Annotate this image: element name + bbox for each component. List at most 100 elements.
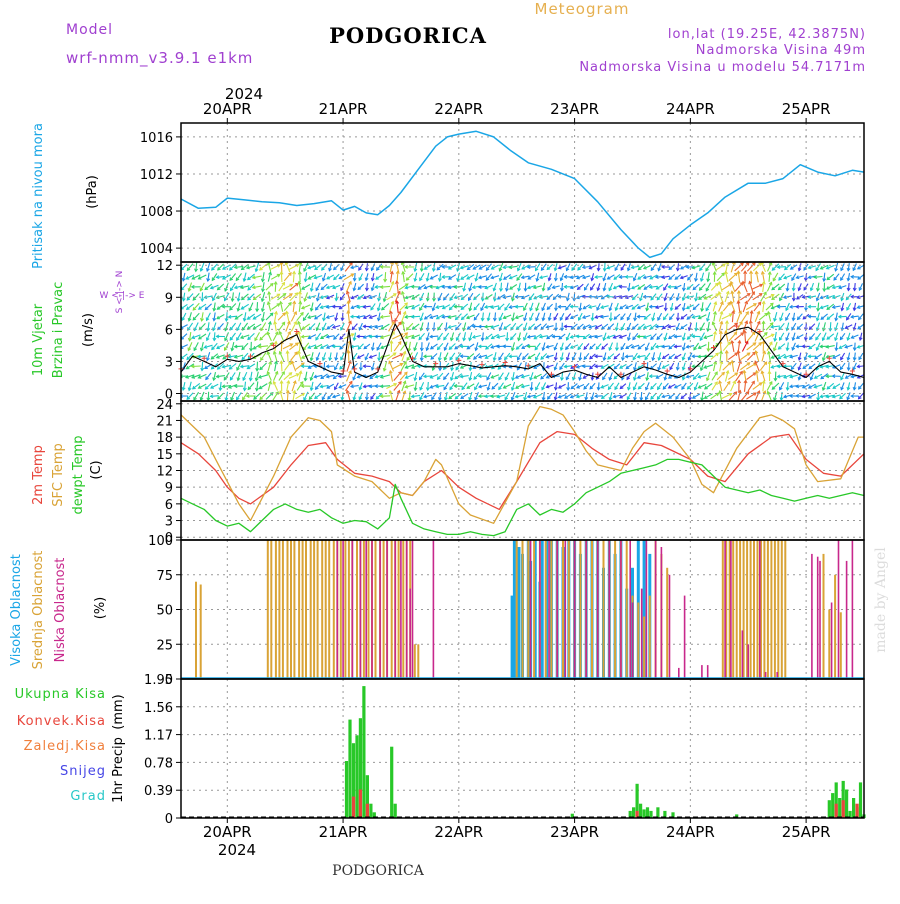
precip-legend-item: Grad [70, 789, 106, 804]
high-cloud-bar [541, 540, 544, 679]
total-precip-bar [355, 735, 358, 818]
mid-cloud-bar [550, 540, 552, 679]
total-precip-bar [639, 804, 642, 818]
panel-frame [181, 679, 864, 818]
mid-cloud-bar [643, 617, 645, 680]
total-precip-bar [394, 804, 397, 818]
mid-cloud-bar [321, 540, 323, 679]
low-cloud-bar [352, 540, 354, 679]
low-cloud-bar [684, 596, 686, 679]
precip-legend-item: Ukupna Kisa [15, 687, 106, 702]
high-cloud-bar [518, 547, 521, 679]
mid-cloud-bar [722, 540, 724, 679]
pressure-line [181, 131, 864, 257]
low-cloud-bar [556, 540, 558, 679]
precip-legend-item: Konvek.Kisa [17, 714, 106, 729]
low-cloud-bar [379, 540, 381, 679]
low-cloud-bar [386, 540, 388, 679]
mid-cloud-bar [368, 540, 370, 679]
total-precip-bar [345, 761, 348, 818]
y-tick-label: 3 [165, 515, 173, 530]
y-tick-label: 1016 [140, 131, 173, 146]
bottom-day-label: 20APR [203, 823, 252, 841]
bottom-day-label: 24APR [666, 823, 715, 841]
y-tick-label: 9 [165, 291, 173, 306]
mid-cloud-bar [325, 540, 327, 679]
y-tick-label: 1.56 [144, 701, 173, 716]
low-cloud-bar [669, 575, 671, 679]
cloud-ylabel-mid: Srednja Oblacnost [31, 551, 46, 670]
total-precip-bar [646, 807, 649, 818]
temp-unit: (C) [89, 460, 104, 479]
mid-cloud-bar [757, 540, 759, 679]
y-tick-label: 1.17 [144, 729, 173, 744]
y-tick-label: 1004 [140, 242, 173, 257]
mid-cloud-bar [417, 644, 419, 679]
bottom-day-label: 21APR [319, 823, 368, 841]
y-tick-label: 12 [156, 259, 173, 274]
low-cloud-bar [530, 540, 532, 679]
y-tick-label: 0.39 [144, 784, 173, 799]
mid-cloud-bar [828, 610, 830, 680]
konv-precip-bar [842, 800, 845, 818]
low-cloud-bar [574, 540, 576, 679]
y-tick-label: 15 [156, 448, 173, 463]
mid-cloud-bar [287, 540, 289, 679]
top-day-label: 23APR [550, 100, 599, 118]
mid-cloud-bar [383, 540, 385, 679]
mid-cloud-bar [278, 540, 280, 679]
precip-legend: Ukupna KisaKonvek.KisaZaledj.KisaSnijegG… [15, 687, 106, 804]
konv-precip-bar [835, 804, 838, 818]
low-cloud-bar [852, 540, 854, 679]
y-tick-label: 12 [156, 465, 173, 480]
top-day-label: 21APR [319, 100, 368, 118]
mid-cloud-bar [777, 540, 779, 679]
mid-cloud-bar [402, 540, 404, 679]
bottom-day-label: 22APR [434, 823, 483, 841]
low-cloud-bar [838, 540, 840, 679]
y-tick-label: 0 [165, 812, 173, 827]
low-cloud-bar [730, 540, 732, 679]
low-cloud-bar [597, 540, 599, 679]
precip-ylabel: 1hr Precip [111, 737, 126, 803]
station-title: PODGORICA [329, 23, 487, 48]
low-cloud-bar [742, 630, 744, 679]
model-elevation-text: Nadmorska Visina u modelu 54.7171m [579, 60, 866, 75]
low-cloud-bar [655, 540, 657, 679]
mid-cloud-bar [784, 540, 786, 679]
y-tick-label: 1012 [140, 168, 173, 183]
cloud-ylabel-low: Niska Oblacnost [53, 558, 68, 663]
mid-cloud-bar [200, 585, 202, 680]
wind-ylabel-2: Brzina i Pravac [51, 282, 66, 379]
total-precip-bar [348, 720, 351, 818]
low-cloud-bar [817, 557, 819, 679]
total-precip-bar [656, 807, 659, 818]
lonlat-text: lon,lat (19.25E, 42.3875N) [668, 27, 866, 42]
total-precip-bar [362, 686, 365, 818]
low-cloud-bar [747, 644, 749, 679]
mid-cloud-bar [310, 540, 312, 679]
mid-cloud-bar [317, 540, 319, 679]
mid-cloud-bar [834, 575, 836, 679]
elevation-text: Nadmorska Visina 49m [696, 43, 866, 58]
y-tick-label: 24 [156, 398, 173, 413]
low-cloud-bar [661, 547, 663, 679]
low-cloud-bar [707, 665, 709, 679]
total-precip-bar [845, 790, 848, 819]
panels: 1004100810121016036912036912151821240255… [140, 118, 866, 827]
mid-cloud-bar [348, 540, 350, 679]
y-tick-label: 6 [165, 323, 173, 338]
y-tick-label: 3 [165, 355, 173, 370]
mid-cloud-bar [739, 540, 741, 679]
bottom-year-label: 2024 [218, 841, 256, 859]
low-cloud-bar [701, 665, 703, 679]
low-cloud-bar [565, 540, 567, 679]
total-precip-bar [369, 804, 372, 818]
low-cloud-bar [433, 540, 435, 679]
total-precip-bar [831, 793, 834, 818]
